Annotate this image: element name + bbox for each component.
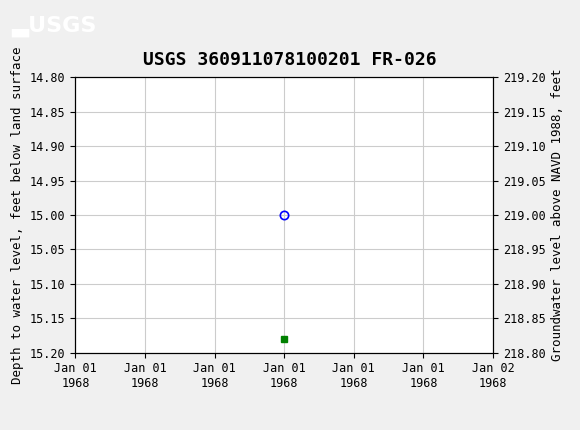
Text: ▃USGS: ▃USGS (12, 15, 97, 37)
Y-axis label: Depth to water level, feet below land surface: Depth to water level, feet below land su… (12, 46, 24, 384)
Legend: Period of approved data: Period of approved data (186, 428, 382, 430)
Y-axis label: Groundwater level above NAVD 1988, feet: Groundwater level above NAVD 1988, feet (551, 69, 564, 361)
Text: USGS 360911078100201 FR-026: USGS 360911078100201 FR-026 (143, 51, 437, 69)
